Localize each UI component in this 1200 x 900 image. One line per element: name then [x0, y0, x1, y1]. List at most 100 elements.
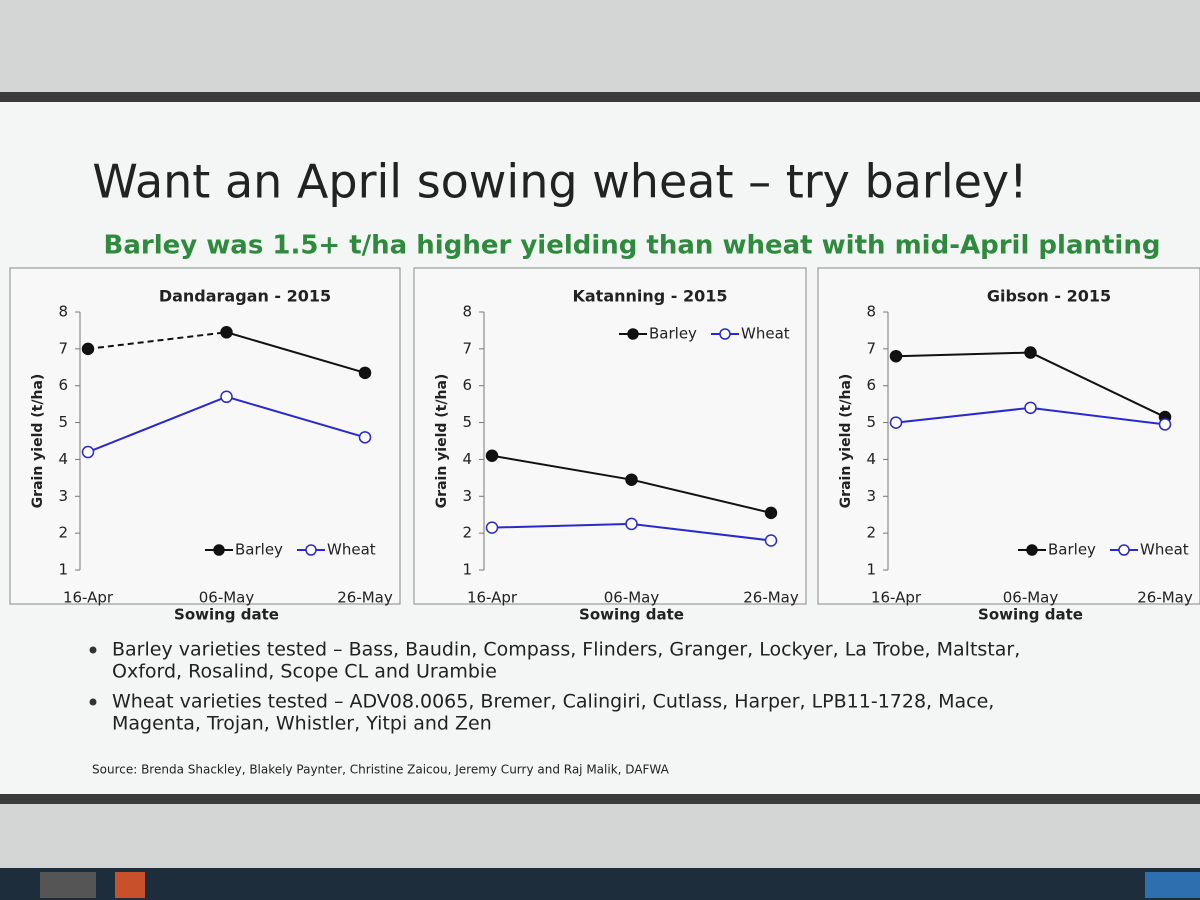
y-tick-label: 4 — [58, 450, 68, 468]
y-tick-label: 7 — [462, 339, 472, 357]
chart-panel — [817, 267, 1200, 605]
x-axis-label: Sowing date — [174, 606, 279, 624]
legend-marker — [719, 328, 731, 340]
legend-marker — [305, 544, 317, 556]
chart-panel — [9, 267, 401, 605]
series-line — [631, 522, 772, 542]
y-tick-label: 6 — [462, 376, 472, 394]
series-line — [895, 406, 1031, 424]
point — [1024, 346, 1037, 359]
bullet-text: Barley varieties tested – Bass, Baudin, … — [112, 639, 1020, 661]
point — [358, 366, 372, 380]
point — [358, 431, 372, 444]
point — [220, 390, 233, 404]
y-tick-label: 3 — [866, 487, 876, 505]
taskbar-icon — [40, 872, 96, 898]
y-tick-label: 4 — [866, 450, 876, 468]
x-tick-label: 16-Apr — [467, 589, 518, 607]
taskbar-icon — [115, 872, 145, 898]
bullet-text: Magenta, Trojan, Whistler, Yitpi and Zen — [112, 713, 492, 735]
y-tick-label: 1 — [58, 561, 68, 579]
x-tick-label: 26-May — [337, 589, 393, 607]
point — [764, 506, 778, 520]
legend-label: Barley — [649, 325, 697, 343]
y-tick-label: 3 — [462, 487, 472, 505]
series-line — [491, 454, 632, 481]
chart-title: Katanning - 2015 — [572, 287, 727, 306]
series-line — [226, 395, 366, 439]
slide-title: Want an April sowing wheat – try barley! — [92, 155, 1027, 209]
y-tick-label: 8 — [58, 303, 68, 321]
series-line — [87, 331, 227, 350]
series-line — [1030, 406, 1166, 426]
series-line — [895, 351, 1031, 358]
series-line — [87, 395, 227, 453]
y-tick-label: 8 — [462, 303, 472, 321]
x-tick-label: 06-May — [1003, 589, 1059, 607]
x-tick-label: 26-May — [743, 589, 799, 607]
legend-label: Wheat — [327, 541, 376, 559]
y-axis-label: Grain yield (t/ha) — [434, 374, 450, 509]
series-line — [226, 331, 366, 374]
series-line — [491, 522, 632, 529]
bullet-text: Oxford, Rosalind, Scope CL and Urambie — [112, 661, 497, 683]
y-tick-label: 7 — [58, 339, 68, 357]
y-tick-label: 8 — [866, 303, 876, 321]
y-tick-label: 2 — [58, 524, 68, 542]
x-tick-label: 26-May — [1137, 589, 1193, 607]
legend-label: Wheat — [1140, 541, 1189, 559]
x-axis-label: Sowing date — [579, 606, 684, 624]
point — [764, 534, 778, 547]
chart-title: Dandaragan - 2015 — [159, 287, 331, 306]
legend-marker — [627, 328, 639, 340]
x-axis-label: Sowing date — [978, 606, 1083, 624]
legend-marker — [1026, 544, 1038, 556]
y-tick-label: 2 — [866, 524, 876, 542]
point — [1158, 418, 1172, 431]
bullet-dot — [89, 698, 97, 706]
y-axis-label: Grain yield (t/ha) — [838, 374, 854, 509]
point — [889, 416, 903, 429]
y-tick-label: 6 — [58, 376, 68, 394]
series-line — [631, 478, 772, 514]
y-tick-label: 1 — [462, 561, 472, 579]
source-note: Source: Brenda Shackley, Blakely Paynter… — [92, 763, 670, 777]
point — [485, 449, 499, 462]
point — [625, 473, 638, 486]
x-tick-label: 06-May — [199, 589, 255, 607]
point — [81, 445, 95, 459]
series-line — [1030, 351, 1166, 418]
legend-marker — [1118, 544, 1130, 556]
legend-marker — [213, 544, 225, 556]
legend-label: Wheat — [741, 325, 790, 343]
y-tick-label: 3 — [58, 487, 68, 505]
bullet-dot — [89, 646, 97, 654]
point — [625, 517, 638, 531]
y-tick-label: 5 — [462, 413, 472, 431]
slide-subtitle: Barley was 1.5+ t/ha higher yielding tha… — [104, 231, 1161, 261]
point — [485, 521, 499, 534]
taskbar — [0, 868, 1200, 900]
y-tick-label: 6 — [866, 376, 876, 394]
y-tick-label: 2 — [462, 524, 472, 542]
point — [1024, 401, 1037, 415]
chart-panel — [413, 267, 807, 605]
point — [889, 349, 903, 363]
point — [220, 326, 233, 339]
battery — [1145, 872, 1200, 898]
x-tick-label: 06-May — [604, 589, 660, 607]
legend-label: Barley — [235, 541, 283, 559]
chart-title: Gibson - 2015 — [987, 287, 1111, 306]
y-tick-label: 5 — [58, 413, 68, 431]
slide-bottom-border — [0, 794, 1200, 804]
bullet-text: Wheat varieties tested – ADV08.0065, Bre… — [112, 691, 994, 713]
x-tick-label: 16-Apr — [63, 589, 114, 607]
y-tick-label: 4 — [462, 450, 472, 468]
y-axis-label: Grain yield (t/ha) — [30, 374, 46, 509]
point — [81, 342, 95, 356]
y-tick-label: 1 — [866, 561, 876, 579]
legend-label: Barley — [1048, 541, 1096, 559]
y-tick-label: 7 — [866, 339, 876, 357]
x-tick-label: 16-Apr — [871, 589, 922, 607]
